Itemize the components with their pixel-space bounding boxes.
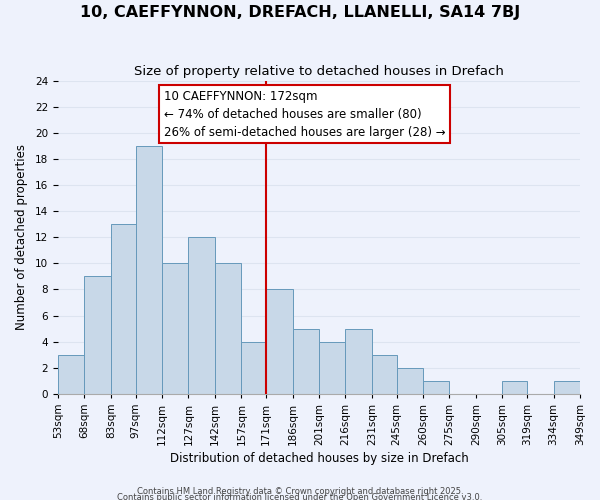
Bar <box>241 342 266 394</box>
Bar <box>293 328 319 394</box>
Text: Contains HM Land Registry data © Crown copyright and database right 2025.: Contains HM Land Registry data © Crown c… <box>137 486 463 496</box>
Text: 10, CAEFFYNNON, DREFACH, LLANELLI, SA14 7BJ: 10, CAEFFYNNON, DREFACH, LLANELLI, SA14 … <box>80 5 520 20</box>
Bar <box>215 264 241 394</box>
Bar <box>346 328 372 394</box>
X-axis label: Distribution of detached houses by size in Drefach: Distribution of detached houses by size … <box>170 452 469 465</box>
Bar <box>188 237 215 394</box>
Bar <box>423 381 449 394</box>
Bar <box>162 264 188 394</box>
Text: 10 CAEFFYNNON: 172sqm
← 74% of detached houses are smaller (80)
26% of semi-deta: 10 CAEFFYNNON: 172sqm ← 74% of detached … <box>164 90 445 138</box>
Y-axis label: Number of detached properties: Number of detached properties <box>15 144 28 330</box>
Bar <box>266 290 293 394</box>
Text: Contains public sector information licensed under the Open Government Licence v3: Contains public sector information licen… <box>118 492 482 500</box>
Bar <box>136 146 162 394</box>
Title: Size of property relative to detached houses in Drefach: Size of property relative to detached ho… <box>134 65 504 78</box>
Bar <box>554 381 580 394</box>
Bar <box>111 224 136 394</box>
Bar <box>372 354 397 394</box>
Bar <box>319 342 346 394</box>
Bar <box>58 354 85 394</box>
Bar <box>85 276 111 394</box>
Bar <box>502 381 527 394</box>
Bar <box>397 368 423 394</box>
